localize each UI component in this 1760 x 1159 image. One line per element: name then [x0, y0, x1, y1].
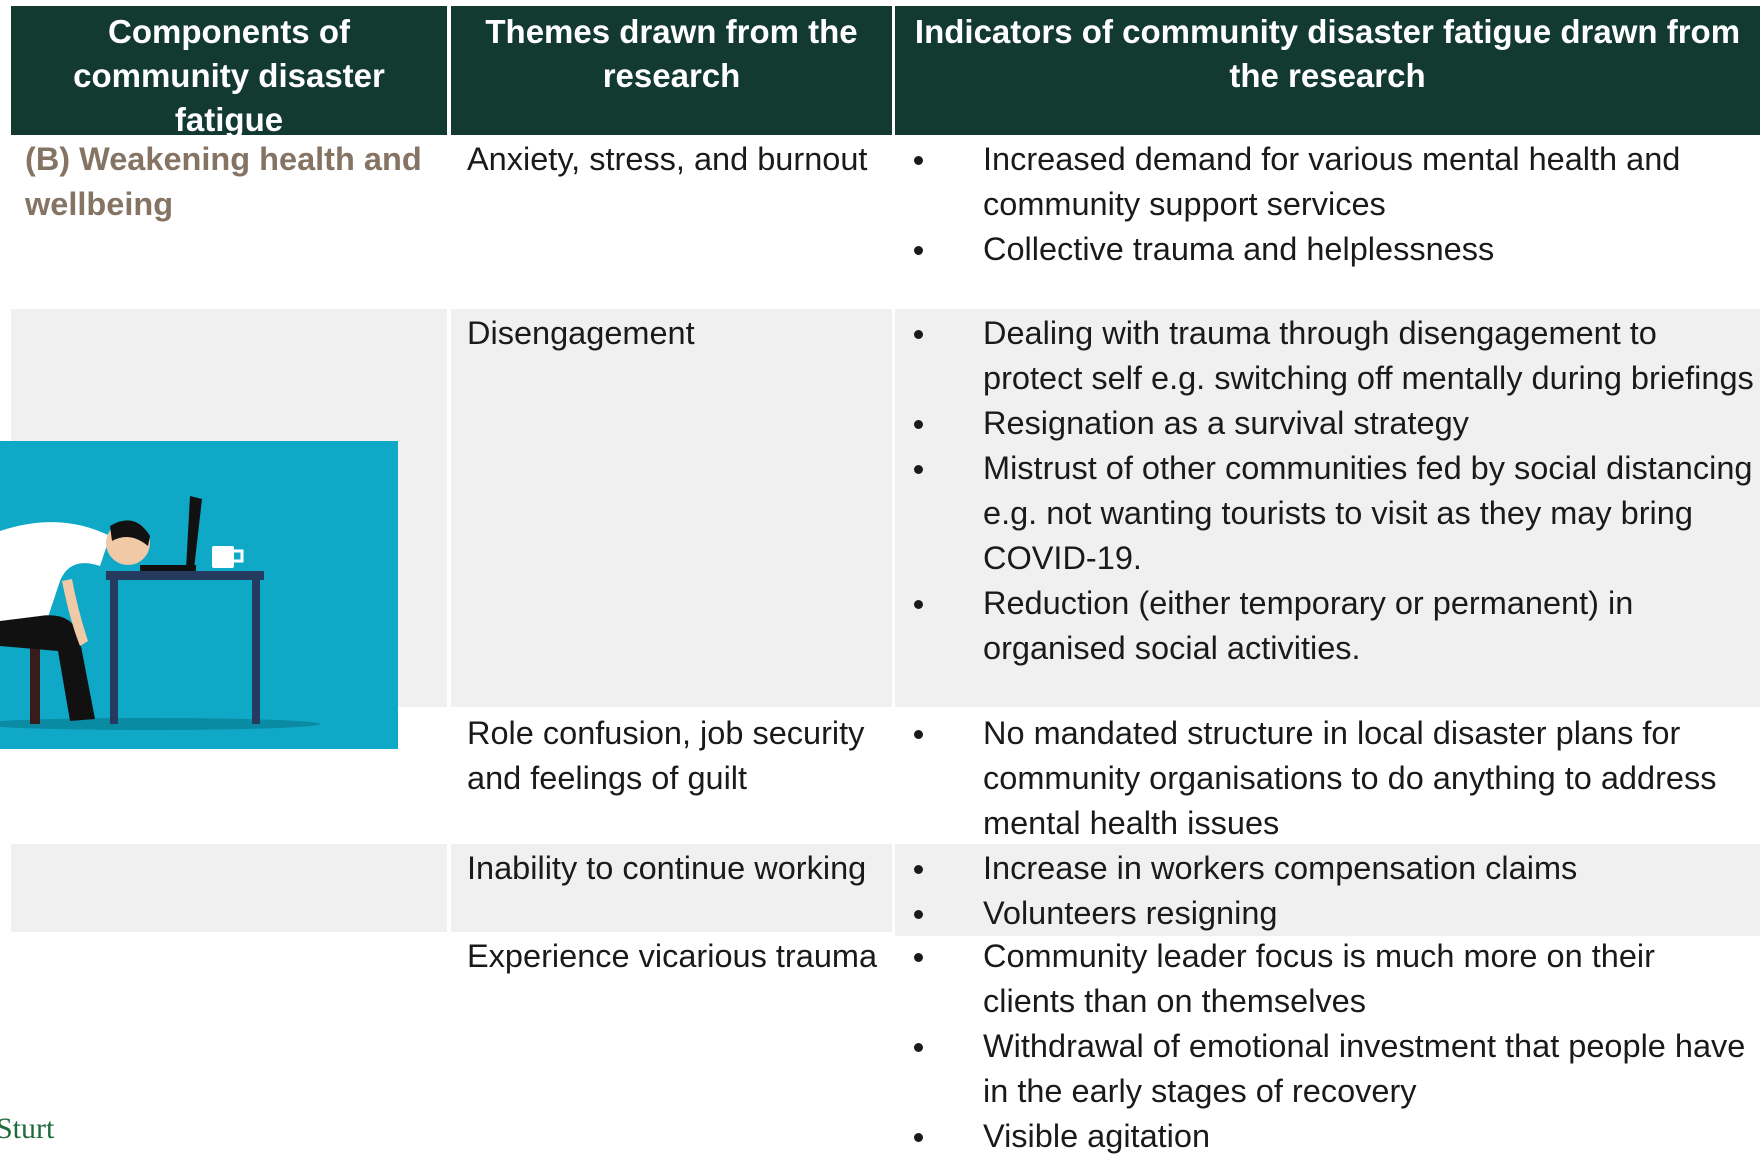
header-cell: Themes drawn from the research: [451, 6, 892, 135]
indicator-list: Increased demand for various mental heal…: [895, 137, 1760, 272]
indicator-item: Community leader focus is much more on t…: [895, 934, 1760, 1024]
theme-cell: Role confusion, job security and feeling…: [467, 715, 865, 796]
indicator-list: No mandated structure in local disaster …: [895, 711, 1760, 846]
indicator-item: Dealing with trauma through disengagemen…: [895, 311, 1760, 401]
component-text: (B) Weakening health and wellbeing: [25, 141, 422, 222]
indicator-item: Volunteers resigning: [895, 891, 1760, 936]
component-cell: [11, 844, 447, 932]
theme-cell: Experience vicarious trauma: [467, 938, 878, 974]
logo-text: Sturt: [0, 1112, 55, 1145]
indicator-cell: Increased demand for various mental heal…: [895, 135, 1760, 305]
header-cell: Components of community disaster fatigue: [11, 6, 447, 138]
indicator-item: Reduction (either temporary or permanent…: [895, 581, 1760, 671]
header-cell: Indicators of community disaster fatigue…: [895, 6, 1760, 135]
indicator-item: Increase in workers compensation claims: [895, 846, 1760, 891]
indicator-cell: Dealing with trauma through disengagemen…: [895, 309, 1760, 707]
indicator-item: Withdrawal of emotional investment that …: [895, 1024, 1760, 1114]
indicator-cell: Increase in workers compensation claims V…: [895, 844, 1760, 936]
component-cell: (B) Weakening health and wellbeing: [11, 135, 447, 305]
indicator-list: Dealing with trauma through disengagemen…: [895, 311, 1760, 671]
indicator-item: Visible agitation: [895, 1114, 1760, 1159]
indicator-item: Collective trauma and helplessness: [895, 227, 1760, 272]
theme-cell: Anxiety, stress, and burnout: [467, 141, 868, 177]
indicator-item: Mistrust of other communities fed by soc…: [895, 446, 1760, 581]
theme-cell: Disengagement: [451, 309, 892, 707]
theme-cell: Inability to continue working: [451, 844, 892, 932]
indicator-item: No mandated structure in local disaster …: [895, 711, 1760, 846]
indicator-item: Resignation as a survival strategy: [895, 401, 1760, 446]
illustration: [0, 441, 398, 749]
indicator-list: Increase in workers compensation claims V…: [895, 846, 1760, 936]
component-cell: [11, 932, 447, 1153]
indicator-list: Community leader focus is much more on t…: [895, 934, 1760, 1159]
indicator-cell: Community leader focus is much more on t…: [895, 932, 1760, 1159]
indicator-cell: No mandated structure in local disaster …: [895, 709, 1760, 846]
indicator-item: Increased demand for various mental heal…: [895, 137, 1760, 227]
